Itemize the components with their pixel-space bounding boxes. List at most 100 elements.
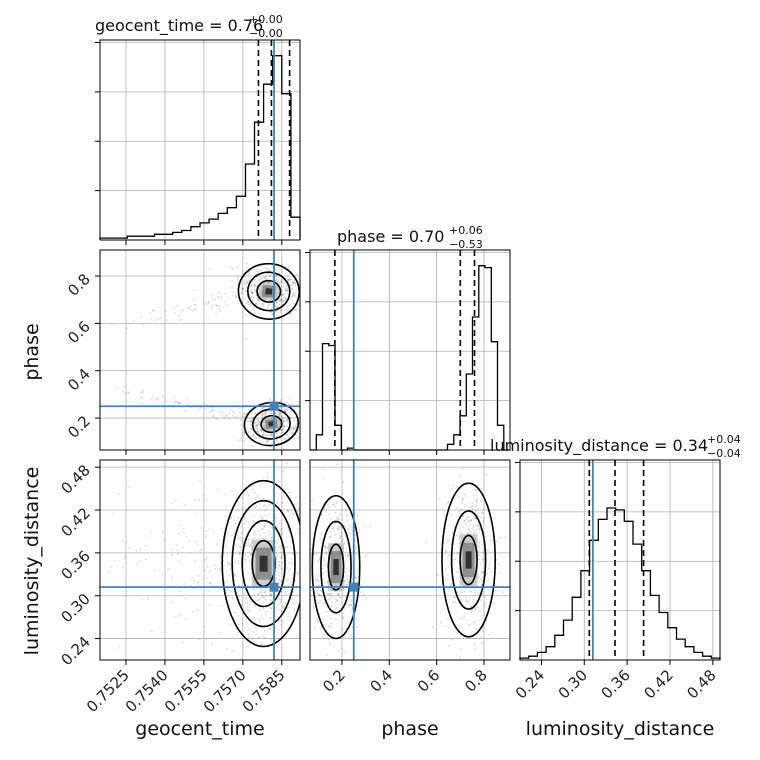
sample-point-geocent-time-vs-phase xyxy=(193,289,196,292)
sample-point-geocent-time-vs-luminosity-distance xyxy=(279,623,282,626)
sample-point-phase-vs-luminosity-distance xyxy=(365,597,368,600)
sample-point-geocent-time-vs-phase xyxy=(275,278,278,281)
sample-point-geocent-time-vs-luminosity-distance xyxy=(171,554,174,556)
sample-point-geocent-time-vs-phase xyxy=(294,282,297,285)
sample-point-geocent-time-vs-luminosity-distance xyxy=(269,598,272,601)
sample-point-phase-vs-luminosity-distance xyxy=(445,549,448,552)
sample-point-phase-vs-luminosity-distance xyxy=(316,579,319,582)
sample-point-geocent-time-vs-luminosity-distance xyxy=(296,573,299,575)
sample-point-phase-vs-luminosity-distance xyxy=(337,517,340,520)
sample-point-phase-vs-luminosity-distance xyxy=(458,624,461,627)
sample-point-geocent-time-vs-phase xyxy=(246,281,249,283)
sample-point-geocent-time-vs-phase xyxy=(285,408,288,411)
sample-point-phase-vs-luminosity-distance xyxy=(330,605,333,608)
sample-point-phase-vs-luminosity-distance xyxy=(341,616,344,618)
sample-point-phase-vs-luminosity-distance xyxy=(338,596,341,599)
sample-point-geocent-time-vs-luminosity-distance xyxy=(287,612,290,615)
sample-point-geocent-time-vs-luminosity-distance xyxy=(236,550,239,553)
sample-point-geocent-time-vs-luminosity-distance xyxy=(244,592,246,595)
sample-point-phase-vs-luminosity-distance xyxy=(318,593,320,595)
sample-point-geocent-time-vs-luminosity-distance xyxy=(191,577,194,580)
sample-point-phase-vs-luminosity-distance xyxy=(478,545,481,548)
sample-point-geocent-time-vs-phase xyxy=(247,273,250,276)
sample-point-geocent-time-vs-phase xyxy=(215,313,218,316)
sample-point-geocent-time-vs-phase xyxy=(270,410,273,413)
sample-point-geocent-time-vs-luminosity-distance xyxy=(204,568,207,571)
sample-point-geocent-time-vs-luminosity-distance xyxy=(253,594,255,597)
sample-point-phase-vs-luminosity-distance xyxy=(327,598,330,601)
sample-point-phase-vs-luminosity-distance xyxy=(502,591,505,594)
sample-point-geocent-time-vs-luminosity-distance xyxy=(145,537,148,540)
sample-point-geocent-time-vs-luminosity-distance xyxy=(253,506,256,509)
sample-point-geocent-time-vs-luminosity-distance xyxy=(205,558,208,561)
sample-point-geocent-time-vs-phase xyxy=(275,301,278,304)
sample-point-geocent-time-vs-phase xyxy=(286,289,289,292)
sample-point-phase-vs-luminosity-distance xyxy=(479,516,482,519)
sample-point-geocent-time-vs-luminosity-distance xyxy=(262,596,265,599)
sample-point-geocent-time-vs-luminosity-distance xyxy=(297,507,300,510)
sample-point-geocent-time-vs-phase xyxy=(280,300,283,303)
sample-point-geocent-time-vs-luminosity-distance xyxy=(177,615,180,618)
sample-point-phase-vs-luminosity-distance xyxy=(459,656,462,659)
sample-point-phase-vs-luminosity-distance xyxy=(318,584,321,587)
sample-point-phase-vs-luminosity-distance xyxy=(467,531,470,534)
sample-point-geocent-time-vs-luminosity-distance xyxy=(267,534,270,537)
sample-point-geocent-time-vs-phase xyxy=(221,414,224,417)
sample-point-phase-vs-luminosity-distance xyxy=(473,588,476,591)
sample-point-geocent-time-vs-luminosity-distance xyxy=(189,552,192,555)
sample-point-geocent-time-vs-phase xyxy=(261,302,264,305)
sample-point-phase-vs-luminosity-distance xyxy=(348,557,351,560)
sample-point-phase-vs-luminosity-distance xyxy=(318,601,321,604)
sample-point-geocent-time-vs-phase xyxy=(213,409,216,412)
sample-point-geocent-time-vs-phase xyxy=(288,278,291,281)
sample-point-geocent-time-vs-phase xyxy=(164,310,167,313)
sample-point-geocent-time-vs-luminosity-distance xyxy=(269,594,272,597)
sample-point-geocent-time-vs-phase xyxy=(151,308,154,311)
sample-point-geocent-time-vs-luminosity-distance xyxy=(177,553,180,555)
sample-point-geocent-time-vs-phase xyxy=(294,425,297,428)
sample-point-geocent-time-vs-luminosity-distance xyxy=(264,514,267,517)
sample-point-phase-vs-luminosity-distance xyxy=(341,541,344,543)
sample-point-geocent-time-vs-luminosity-distance xyxy=(147,597,150,600)
sample-point-geocent-time-vs-phase xyxy=(221,410,224,412)
sample-point-phase-vs-luminosity-distance xyxy=(475,524,478,527)
sample-point-geocent-time-vs-phase xyxy=(258,279,260,281)
sample-point-phase-vs-luminosity-distance xyxy=(461,500,463,503)
panel-frame-2-2 xyxy=(519,459,721,661)
sample-point-geocent-time-vs-phase xyxy=(256,298,259,301)
sample-point-geocent-time-vs-phase xyxy=(259,428,262,431)
sample-point-geocent-time-vs-luminosity-distance xyxy=(262,607,265,610)
sample-point-geocent-time-vs-phase xyxy=(281,299,284,302)
sample-point-phase-vs-luminosity-distance xyxy=(355,577,357,580)
sample-point-geocent-time-vs-phase xyxy=(293,438,296,441)
sample-point-geocent-time-vs-phase xyxy=(245,289,248,292)
sample-point-geocent-time-vs-luminosity-distance xyxy=(295,601,298,604)
sample-point-geocent-time-vs-phase xyxy=(216,304,219,307)
sample-point-phase-vs-luminosity-distance xyxy=(459,509,462,512)
sample-point-phase-vs-luminosity-distance xyxy=(475,503,478,506)
sample-point-geocent-time-vs-luminosity-distance xyxy=(246,605,249,608)
sample-point-geocent-time-vs-luminosity-distance xyxy=(182,527,185,530)
sample-point-phase-vs-luminosity-distance xyxy=(345,519,348,522)
sample-point-phase-vs-luminosity-distance xyxy=(334,601,337,603)
sample-point-phase-vs-luminosity-distance xyxy=(333,531,336,534)
sample-point-phase-vs-luminosity-distance xyxy=(357,531,360,534)
sample-point-geocent-time-vs-luminosity-distance xyxy=(264,525,267,528)
sample-point-geocent-time-vs-phase xyxy=(251,292,253,295)
sample-point-geocent-time-vs-luminosity-distance xyxy=(268,591,271,594)
sample-point-phase-vs-luminosity-distance xyxy=(473,642,476,645)
sample-point-phase-vs-luminosity-distance xyxy=(473,489,476,492)
sample-point-geocent-time-vs-phase xyxy=(280,278,283,281)
sample-point-geocent-time-vs-phase xyxy=(250,303,253,305)
sample-point-geocent-time-vs-phase xyxy=(254,422,257,425)
sample-point-geocent-time-vs-phase xyxy=(264,275,267,278)
tick-label-x-phase-2: 0.6 xyxy=(414,666,444,696)
sample-point-geocent-time-vs-phase xyxy=(249,419,252,422)
sample-point-phase-vs-luminosity-distance xyxy=(471,505,474,508)
sample-point-geocent-time-vs-phase xyxy=(141,391,144,394)
sample-point-phase-vs-luminosity-distance xyxy=(450,514,453,517)
sample-point-geocent-time-vs-phase xyxy=(280,285,283,288)
sample-point-geocent-time-vs-luminosity-distance xyxy=(253,604,256,607)
sample-point-geocent-time-vs-phase xyxy=(110,322,113,325)
sample-point-phase-vs-luminosity-distance xyxy=(321,468,324,471)
